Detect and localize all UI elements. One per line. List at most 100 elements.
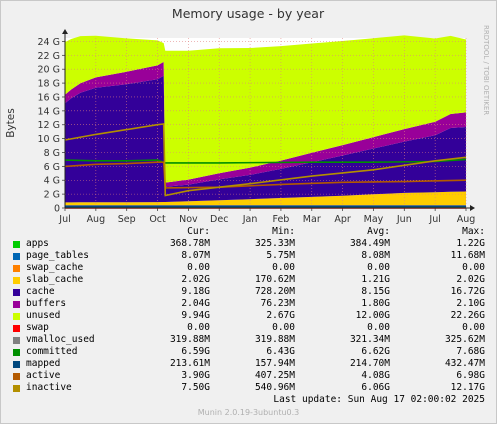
y-tick-label: 20 G	[38, 65, 60, 76]
legend-value-min: 6.43G	[266, 346, 295, 357]
legend-value-max: 0.00	[462, 322, 485, 333]
legend-row-mapped: mapped 213.61M 157.94M 214.70M 432.47M	[0, 358, 497, 370]
legend-value-avg: 4.08G	[361, 370, 390, 381]
legend-value-cur: 319.88M	[169, 334, 210, 345]
legend-series-name: swap	[26, 322, 49, 333]
legend-value-max: 11.68M	[450, 250, 485, 261]
memory-chart: Memory usage - by year Bytes RRDTOOL / TOB…	[5, 6, 490, 225]
line-committed	[64, 158, 467, 164]
y-tick-label: 8 G	[44, 148, 60, 159]
legend-row-unused: unused 9.94G 2.67G 12.00G 22.26G	[0, 310, 497, 322]
legend-value-avg: 384.49M	[349, 238, 390, 249]
legend-row-inactive: inactive 7.50G 540.96M 6.06G 12.17G	[0, 382, 497, 394]
rrdtool-watermark: RRDTOOL / TOBI OETIKER	[482, 25, 490, 115]
legend-value-cur: 0.00	[187, 322, 210, 333]
legend-table: Cur: Min: Avg: Max: apps 368.78M 325.33M 38…	[0, 226, 497, 394]
legend-row-swap: swap 0.00 0.00 0.00 0.00	[0, 322, 497, 334]
y-tick-label: 24 G	[38, 37, 60, 48]
legend-value-cur: 0.00	[187, 262, 210, 273]
y-axis-label: Bytes	[5, 108, 17, 137]
y-tick-label: 14 G	[38, 106, 60, 117]
y-tick-label: 22 G	[38, 51, 60, 62]
legend-row-vmalloc-used: vmalloc_used 319.88M 319.88M 321.34M 325.62M	[0, 334, 497, 346]
x-tick-label: Nov	[179, 214, 198, 225]
legend-value-cur: 9.18G	[181, 286, 210, 297]
y-tick-label: 16 G	[38, 92, 60, 103]
legend-row-apps: apps 368.78M 325.33M 384.49M 1.22G	[0, 238, 497, 250]
legend-value-avg: 0.00	[367, 262, 390, 273]
legend-swatch	[13, 253, 20, 260]
y-tick-label: 12 G	[38, 120, 60, 131]
legend-value-cur: 2.04G	[181, 298, 210, 309]
x-tick-label: Jul	[428, 214, 440, 225]
legend-value-max: 16.72G	[450, 286, 485, 297]
y-tick-label: 2 G	[44, 190, 60, 201]
legend-value-min: 407.25M	[254, 370, 295, 381]
x-tick-label: Aug	[87, 214, 106, 225]
y-tick-label: 4 G	[44, 176, 60, 187]
legend-value-avg: 6.06G	[361, 382, 390, 393]
last-update: Last update: Sun Aug 17 02:00:02 2025	[273, 394, 485, 405]
legend-series-name: mapped	[26, 358, 61, 369]
legend-value-cur: 213.61M	[169, 358, 210, 369]
legend-value-max: 7.68G	[456, 346, 485, 357]
legend-series-name: cache	[26, 286, 55, 297]
y-axis-arrow	[62, 29, 68, 34]
legend-series-name: unused	[26, 310, 61, 321]
x-tick-label: May	[364, 214, 384, 225]
legend-series-name: buffers	[26, 298, 67, 309]
legend-header-cur: Cur:	[187, 226, 210, 237]
legend-series-name: inactive	[26, 382, 72, 393]
legend-value-avg: 321.34M	[349, 334, 390, 345]
legend-value-avg: 1.80G	[361, 298, 390, 309]
legend-row-swap-cache: swap_cache 0.00 0.00 0.00 0.00	[0, 262, 497, 274]
legend-value-min: 170.62M	[254, 274, 295, 285]
legend-value-cur: 6.59G	[181, 346, 210, 357]
legend-header-max: Max:	[462, 226, 485, 237]
legend-swatch	[13, 373, 20, 380]
legend-row-buffers: buffers 2.04G 76.23M 1.80G 2.10G	[0, 298, 497, 310]
y-tick-label: 18 G	[38, 79, 60, 90]
x-tick-label: Jan	[242, 214, 258, 225]
legend-series-name: swap_cache	[26, 262, 84, 273]
legend-value-max: 1.22G	[456, 238, 485, 249]
legend-value-max: 2.10G	[456, 298, 485, 309]
legend-value-max: 22.26G	[450, 310, 485, 321]
legend-value-cur: 2.02G	[181, 274, 210, 285]
legend-value-cur: 9.94G	[181, 310, 210, 321]
legend-swatch	[13, 325, 20, 332]
legend-value-min: 319.88M	[254, 334, 295, 345]
x-tick-label: Aug	[457, 214, 476, 225]
legend-value-avg: 8.15G	[361, 286, 390, 297]
legend-value-min: 540.96M	[254, 382, 295, 393]
legend-value-cur: 368.78M	[169, 238, 210, 249]
y-tick-label: 6 G	[44, 162, 60, 173]
legend-swatch	[13, 313, 20, 320]
x-tick-label: Sep	[118, 214, 136, 225]
legend-swatch	[13, 241, 20, 248]
legend-value-min: 0.00	[272, 262, 295, 273]
legend-swatch	[13, 385, 20, 392]
legend-value-avg: 1.21G	[361, 274, 390, 285]
legend-row-slab-cache: slab_cache 2.02G 170.62M 1.21G 2.02G	[0, 274, 497, 286]
legend-swatch	[13, 277, 20, 284]
y-tick-label: 0	[54, 204, 60, 215]
legend-series-name: slab_cache	[26, 274, 84, 285]
legend-series-name: committed	[26, 346, 78, 357]
legend-value-cur: 7.50G	[181, 382, 210, 393]
legend-row-committed: committed 6.59G 6.43G 6.62G 7.68G	[0, 346, 497, 358]
legend-value-avg: 6.62G	[361, 346, 390, 357]
legend-series-name: vmalloc_used	[26, 334, 95, 345]
legend-value-min: 157.94M	[254, 358, 295, 369]
legend-swatch	[13, 265, 20, 272]
legend-value-max: 325.62M	[444, 334, 485, 345]
legend-series-name: apps	[26, 238, 49, 249]
chart-title: Memory usage - by year	[172, 6, 325, 21]
legend-header-min: Min:	[272, 226, 295, 237]
x-tick-label: Apr	[334, 214, 351, 225]
y-tick-label: 10 G	[38, 134, 60, 145]
legend-series-name: page_tables	[26, 250, 89, 261]
legend-swatch	[13, 301, 20, 308]
legend-value-cur: 3.90G	[181, 370, 210, 381]
x-tick-label: Jul	[58, 214, 70, 225]
